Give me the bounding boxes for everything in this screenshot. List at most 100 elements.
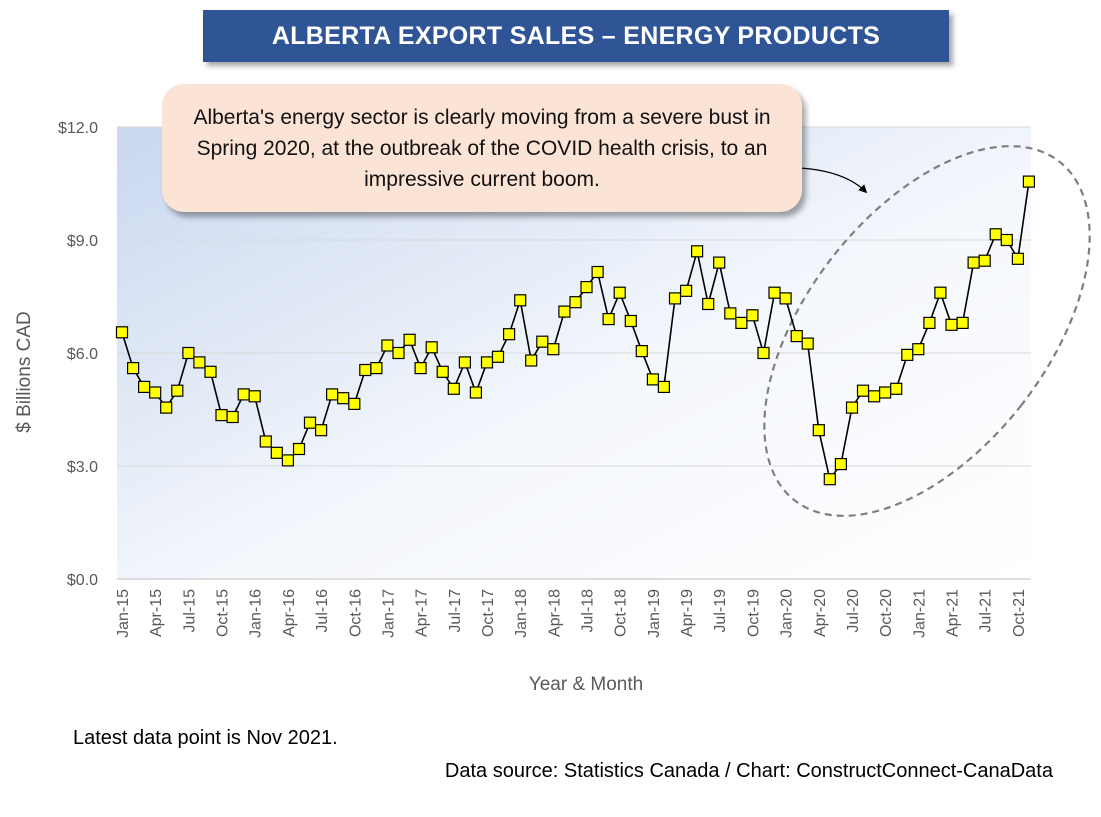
series-markers bbox=[115, 175, 1036, 486]
x-tick-label: Apr-17 bbox=[414, 589, 431, 637]
data-point-marker bbox=[414, 362, 427, 375]
x-tick-label: Jul-20 bbox=[845, 589, 862, 633]
data-point-marker bbox=[901, 348, 914, 361]
x-tick-label: Oct-15 bbox=[215, 589, 232, 637]
data-point-marker bbox=[480, 356, 494, 369]
x-tick-label: Apr-15 bbox=[148, 589, 165, 637]
data-point-marker bbox=[602, 313, 615, 326]
data-point-marker bbox=[458, 356, 471, 369]
data-point-marker bbox=[945, 318, 958, 331]
data-point-marker bbox=[503, 328, 516, 341]
x-tick-label: Jul-15 bbox=[181, 589, 198, 633]
footer-source: Data source: Statistics Canada / Chart: … bbox=[444, 760, 1053, 782]
data-point-marker bbox=[381, 339, 394, 352]
data-point-marker bbox=[591, 265, 604, 279]
data-point-marker bbox=[724, 307, 737, 320]
y-tick-label: $3.0 bbox=[67, 459, 98, 476]
chart-title: ALBERTA EXPORT SALES – ENERGY PRODUCTS bbox=[203, 10, 949, 62]
x-tick-label: Apr-16 bbox=[281, 589, 298, 637]
data-point-marker bbox=[547, 343, 560, 356]
x-tick-label: Jan-15 bbox=[115, 589, 132, 638]
x-tick-label: Jan-17 bbox=[380, 589, 397, 638]
y-tick-label: $12.0 bbox=[58, 120, 98, 137]
x-axis-ticks: Jan-15 Apr-15 Jul-15 Oct-15 Jan-16 Apr-16 Jul-… bbox=[115, 589, 1028, 638]
x-tick-label: Oct-16 bbox=[347, 589, 364, 637]
x-tick-label: Jan-19 bbox=[646, 589, 663, 638]
data-point-marker bbox=[679, 284, 693, 297]
data-point-marker bbox=[115, 326, 129, 339]
data-point-marker bbox=[867, 390, 881, 403]
x-tick-label: Apr-21 bbox=[945, 589, 962, 637]
data-point-marker bbox=[580, 281, 593, 294]
data-point-marker bbox=[348, 397, 361, 410]
data-point-marker bbox=[237, 388, 250, 401]
data-point-marker bbox=[713, 256, 726, 269]
data-point-marker bbox=[392, 346, 405, 360]
data-point-marker bbox=[967, 256, 980, 269]
data-point-marker bbox=[469, 386, 482, 399]
x-tick-label: Jul-21 bbox=[978, 589, 995, 633]
data-point-marker bbox=[613, 286, 626, 299]
data-point-marker bbox=[447, 382, 460, 395]
x-tick-label: Jul-16 bbox=[314, 589, 331, 633]
x-tick-label: Jul-17 bbox=[447, 589, 464, 633]
data-point-marker bbox=[635, 345, 648, 358]
data-point-marker bbox=[934, 286, 947, 299]
data-point-marker bbox=[160, 401, 173, 414]
data-point-marker bbox=[558, 305, 571, 318]
x-tick-label: Apr-20 bbox=[812, 589, 829, 637]
data-point-marker bbox=[326, 388, 339, 401]
y-axis-title: $ Billions CAD bbox=[14, 311, 35, 432]
data-point-marker bbox=[436, 365, 449, 378]
data-point-marker bbox=[779, 292, 792, 305]
data-point-marker bbox=[292, 442, 306, 456]
data-point-marker bbox=[281, 454, 294, 467]
data-point-marker bbox=[746, 309, 759, 322]
footer-note: Latest data point is Nov 2021. bbox=[73, 727, 338, 749]
y-axis-ticks: $0.0 $3.0 $6.0 $9.0 $12.0 bbox=[58, 120, 98, 589]
data-point-marker bbox=[126, 362, 140, 375]
x-axis-title: Year & Month bbox=[529, 674, 643, 695]
data-point-marker bbox=[171, 384, 184, 397]
data-point-marker bbox=[912, 343, 925, 356]
data-point-marker bbox=[149, 386, 162, 399]
data-point-marker bbox=[702, 297, 715, 311]
data-point-marker bbox=[303, 416, 317, 429]
data-point-marker bbox=[514, 294, 527, 307]
data-point-marker bbox=[757, 346, 770, 360]
data-point-marker bbox=[569, 296, 582, 309]
data-point-marker bbox=[536, 335, 549, 348]
x-tick-label: Jul-19 bbox=[712, 589, 729, 633]
data-point-marker bbox=[735, 316, 748, 329]
x-tick-label: Oct-17 bbox=[480, 589, 497, 637]
data-point-marker bbox=[657, 380, 671, 393]
highlight-ellipse bbox=[763, 145, 1091, 517]
data-point-marker bbox=[834, 458, 848, 471]
data-point-marker bbox=[823, 473, 836, 486]
data-point-marker bbox=[491, 350, 505, 363]
x-tick-label: Apr-19 bbox=[679, 589, 696, 637]
data-point-marker bbox=[248, 390, 261, 403]
data-point-marker bbox=[403, 333, 416, 346]
data-point-marker bbox=[890, 382, 903, 395]
callout-arrow bbox=[799, 167, 868, 194]
data-point-marker bbox=[138, 380, 151, 393]
data-point-marker bbox=[1022, 175, 1036, 188]
data-point-marker bbox=[624, 314, 637, 328]
data-point-marker bbox=[646, 373, 660, 386]
data-point-marker bbox=[193, 356, 206, 369]
data-point-marker bbox=[845, 401, 859, 414]
x-tick-label: Jan-20 bbox=[779, 589, 796, 638]
data-point-marker bbox=[812, 424, 825, 437]
data-point-marker bbox=[182, 346, 195, 360]
data-point-marker bbox=[978, 254, 991, 267]
data-point-marker bbox=[204, 365, 217, 378]
data-point-marker bbox=[270, 446, 283, 459]
data-point-marker bbox=[1011, 252, 1025, 265]
data-point-marker bbox=[259, 435, 272, 448]
x-tick-label: Jan-21 bbox=[911, 589, 928, 638]
x-tick-label: Oct-19 bbox=[745, 589, 762, 637]
x-tick-label: Jan-16 bbox=[248, 589, 265, 638]
x-tick-label: Oct-21 bbox=[1011, 589, 1028, 637]
data-point-marker bbox=[425, 341, 438, 354]
